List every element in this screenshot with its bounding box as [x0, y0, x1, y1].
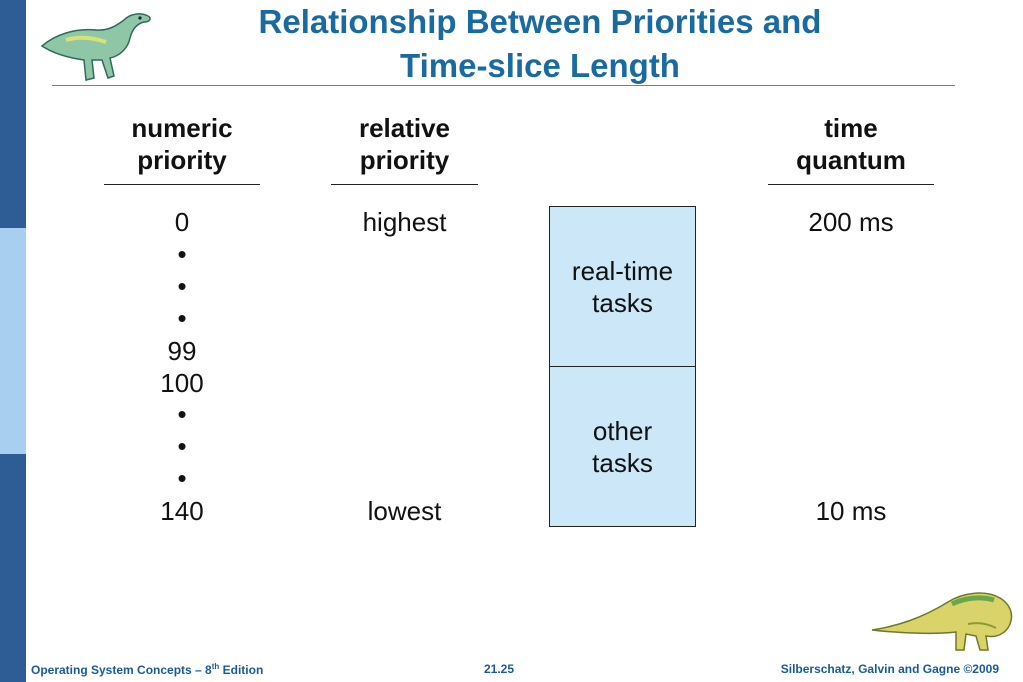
other-tasks-box: other tasks: [549, 366, 696, 527]
footer-title-sup: th: [211, 662, 220, 671]
header-numeric-line1: numeric: [131, 113, 233, 143]
footer-title-edition: Edition: [219, 663, 264, 677]
numeric-value-0: 0: [174, 207, 190, 237]
header-numeric-line2: priority: [137, 145, 227, 175]
header-numeric-priority: numeric priority: [104, 112, 260, 188]
real-time-tasks-box: real-time tasks: [549, 206, 696, 368]
header-numeric-rule: [104, 184, 260, 185]
footer-slide-number: 21.25: [484, 662, 515, 676]
other-line1: other: [592, 415, 653, 446]
header-quantum-rule: [768, 184, 934, 185]
dinosaur-footer-icon: [871, 592, 1013, 651]
other-line2: tasks: [592, 447, 653, 478]
numeric-bullet: •: [177, 399, 187, 429]
relative-highest: highest: [362, 207, 447, 237]
relative-lowest: lowest: [367, 496, 442, 526]
title-divider: [52, 85, 955, 86]
header-relative-rule: [331, 184, 478, 185]
title-line-2: Time-slice Length: [400, 47, 680, 84]
footer-title-main: Operating System Concepts – 8: [31, 663, 212, 677]
numeric-bullet: •: [177, 239, 187, 269]
header-relative-line2: priority: [359, 145, 450, 175]
numeric-bullet: •: [177, 431, 187, 461]
numeric-value-100: 100: [160, 368, 204, 398]
header-time-quantum: time quantum: [768, 112, 934, 188]
sidebar-highlight: [0, 228, 26, 454]
sidebar-bar: [0, 0, 26, 682]
quantum-200ms: 200 ms: [808, 207, 894, 237]
realtime-line1: real-time: [571, 256, 674, 286]
header-relative-priority: relative priority: [331, 112, 478, 188]
numeric-bullet: •: [177, 463, 187, 493]
numeric-bullet: •: [177, 303, 187, 333]
header-quantum-line1: time: [824, 113, 878, 143]
header-relative-line1: relative: [358, 113, 451, 143]
footer-book-title: Operating System Concepts – 8th Edition: [31, 662, 263, 677]
quantum-10ms: 10 ms: [815, 496, 887, 526]
realtime-line2: tasks: [592, 288, 653, 318]
dinosaur-logo-icon: [40, 13, 151, 81]
numeric-value-140: 140: [160, 496, 204, 526]
title-line-1: Relationship Between Priorities and: [258, 3, 822, 40]
footer-authors: Silberschatz, Galvin and Gagne ©2009: [780, 662, 999, 676]
header-quantum-line2: quantum: [796, 145, 906, 175]
slide-title: Relationship Between Priorities and Time…: [120, 0, 960, 88]
numeric-bullet: •: [177, 271, 187, 301]
numeric-value-99: 99: [167, 336, 197, 366]
